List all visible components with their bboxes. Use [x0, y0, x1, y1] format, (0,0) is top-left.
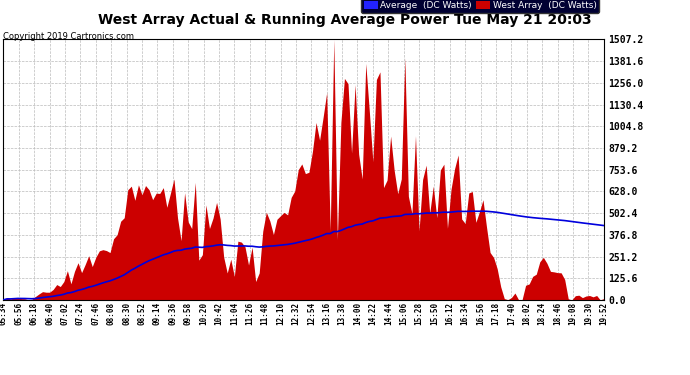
Text: West Array Actual & Running Average Power Tue May 21 20:03: West Array Actual & Running Average Powe…: [98, 13, 592, 27]
Legend: Average  (DC Watts), West Array  (DC Watts): Average (DC Watts), West Array (DC Watts…: [362, 0, 599, 13]
Text: Copyright 2019 Cartronics.com: Copyright 2019 Cartronics.com: [3, 32, 135, 41]
